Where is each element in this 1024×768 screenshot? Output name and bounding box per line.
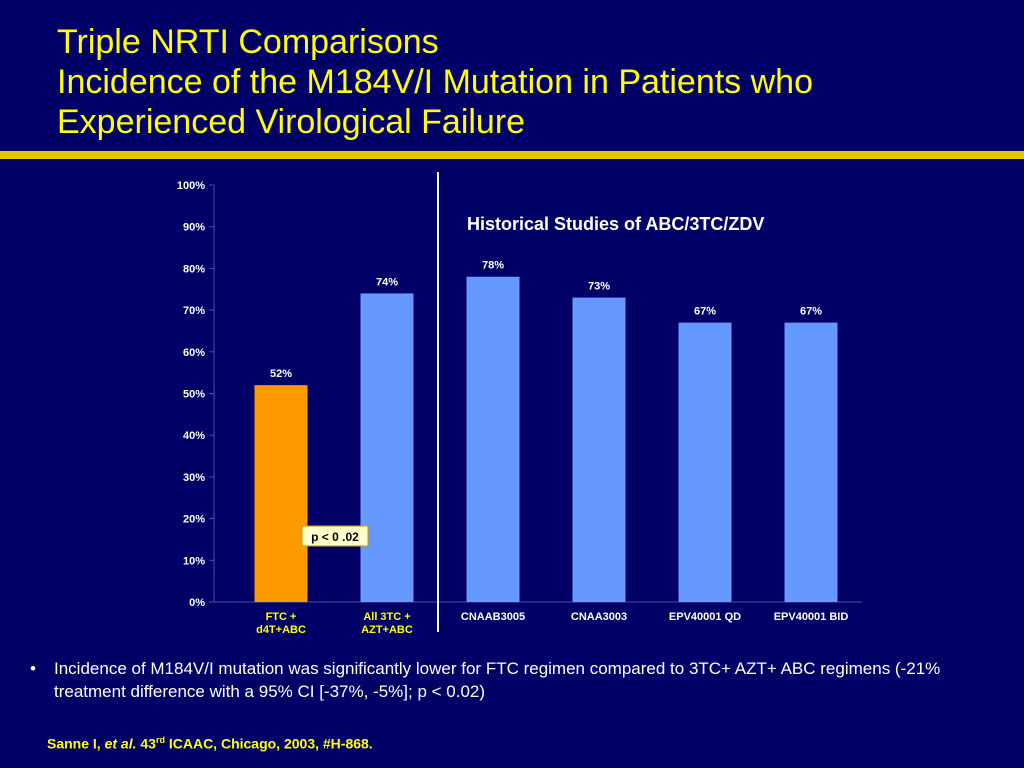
bar (254, 385, 308, 602)
bullet-dot: • (30, 659, 36, 678)
title-line-3: Experienced Virological Failure (57, 103, 526, 141)
bar-value-label: 73% (588, 281, 610, 293)
x-category-label-line: d4T+ABC (256, 624, 306, 636)
y-tick-label: 0% (189, 597, 205, 609)
x-category-label-line: EPV40001 QD (669, 611, 741, 623)
x-category-label-line: AZT+ABC (361, 624, 413, 636)
x-category-label-line: EPV40001 BID (774, 611, 849, 623)
y-tick-label: 40% (183, 430, 205, 442)
x-category-label: EPV40001 BID (774, 611, 849, 623)
y-tick-label: 10% (183, 555, 205, 567)
bullet-text: Incidence of M184V/I mutation was signif… (54, 659, 941, 701)
x-category-label-line: All 3TC + (363, 611, 410, 623)
x-category-label-line: CNAA3003 (571, 611, 627, 623)
citation-number: 43 (136, 735, 156, 752)
slide-title: Triple NRTI Comparisons Incidence of the… (57, 22, 813, 142)
bullet-item: • Incidence of M184V/I mutation was sign… (30, 657, 970, 703)
bar (466, 276, 520, 602)
y-tick-label: 60% (183, 347, 205, 359)
citation-author: Sanne I, (47, 735, 105, 752)
y-tick-label: 80% (183, 263, 205, 275)
y-tick-label: 30% (183, 472, 205, 484)
y-tick-label: 90% (183, 222, 205, 234)
p-value-label: p < 0 .02 (311, 530, 359, 544)
x-category-label-line: CNAAB3005 (461, 611, 525, 623)
bar-value-label: 67% (800, 306, 822, 318)
x-category-label: FTC + d4T+ABC (256, 611, 306, 636)
historical-studies-label: Historical Studies of ABC/3TC/ZDV (467, 214, 764, 234)
bar-value-label: 67% (694, 306, 716, 318)
citation-etal: et al. (104, 735, 137, 752)
y-tick-label: 70% (183, 305, 205, 317)
title-line-2: Incidence of the M184V/I Mutation in Pat… (57, 63, 814, 101)
x-category-label: All 3TC + AZT+ABC (361, 611, 413, 636)
y-tick-label: 20% (183, 514, 205, 526)
x-category-label: CNAA3003 (571, 611, 627, 623)
x-category-label: EPV40001 QD (669, 611, 741, 623)
bar (678, 322, 732, 602)
x-category-label-line: FTC + (266, 611, 297, 623)
bar (784, 322, 838, 602)
title-line-1: Triple NRTI Comparisons (57, 23, 439, 61)
bar (572, 297, 626, 602)
y-tick-label: 50% (183, 389, 205, 401)
citation-rest: ICAAC, Chicago, 2003, #H-868. (164, 735, 373, 752)
title-divider (0, 151, 1024, 159)
x-category-label: CNAAB3005 (461, 611, 525, 623)
bar-value-label: 52% (270, 368, 292, 380)
bar (360, 293, 414, 602)
bar-value-label: 78% (482, 260, 504, 272)
bar-value-label: 74% (376, 276, 398, 288)
citation-sup: rd (155, 735, 165, 745)
y-tick-label: 100% (177, 180, 205, 192)
p-value-box (301, 525, 369, 547)
citation: Sanne I, et al. 43rd ICAAC, Chicago, 200… (47, 735, 373, 752)
